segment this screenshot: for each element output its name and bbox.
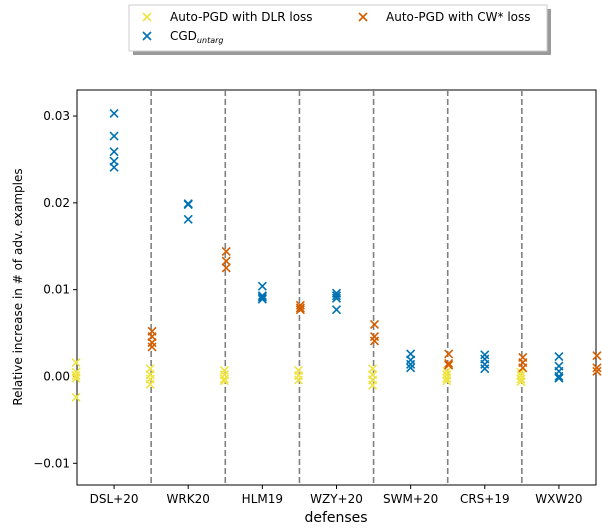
data-point [442, 373, 452, 383]
data-point [221, 246, 231, 257]
data-point [406, 363, 416, 373]
data-point [444, 360, 454, 370]
x-axis-label: defenses [304, 510, 367, 526]
data-point [257, 291, 267, 301]
data-point [257, 292, 267, 303]
legend-box [128, 4, 548, 52]
data-point [295, 303, 305, 313]
y-tick-label: −0.01 [33, 456, 70, 470]
data-point [554, 371, 564, 382]
data-point [592, 351, 602, 361]
data-point [71, 373, 81, 383]
legend-label-cgd-subscript: untarg [197, 36, 224, 45]
x-tick-label: WXW20 [535, 492, 582, 506]
data-point [221, 256, 231, 266]
data-point [480, 350, 490, 360]
data-point [592, 363, 602, 373]
y-tick-label: 0.02 [43, 196, 70, 210]
data-point [295, 305, 305, 315]
data-point [183, 214, 193, 224]
y-tick-label: 0.03 [43, 109, 70, 123]
y-tick-label: 0.01 [43, 283, 70, 297]
data-point [331, 293, 342, 303]
legend-label-apgd-cw: Auto-PGD with CW* loss [386, 10, 531, 24]
y-tick-label: 0.00 [43, 369, 70, 383]
data-point [331, 291, 342, 301]
data-point [554, 373, 564, 383]
data-point [221, 263, 231, 273]
data-point [145, 379, 155, 389]
x-tick-label: DSL+20 [90, 492, 139, 506]
data-point [71, 392, 81, 402]
legend-label-apgd-dlr: Auto-PGD with DLR loss [170, 10, 313, 24]
data-point [592, 366, 602, 376]
data-point [71, 358, 81, 368]
data-point [219, 376, 229, 386]
legend-marker-apgd-dlr [142, 12, 152, 22]
x-tick-label: CRS+19 [460, 492, 510, 506]
data-point [293, 371, 304, 381]
data-point [444, 349, 454, 359]
x-axis: DSL+20 WRK20 HLM19 WZY+20 SWM+20 CRS+19 WXW20 [90, 485, 583, 506]
data-point [183, 200, 193, 210]
data-point [554, 351, 564, 362]
y-axis-label: Relative increase in # of adv. examples [11, 168, 25, 405]
data-point [442, 376, 452, 386]
data-point [406, 355, 416, 365]
data-points [71, 108, 602, 402]
data-point [109, 147, 119, 157]
data-point [331, 305, 342, 315]
data-point [480, 364, 490, 374]
data-point [219, 365, 229, 375]
data-point [369, 319, 380, 329]
data-point [145, 370, 155, 380]
data-point [71, 371, 81, 381]
data-point [368, 380, 378, 390]
data-point [516, 374, 526, 384]
legend-label-cgd-main: CGD [170, 29, 197, 43]
data-point [369, 336, 380, 346]
data-point [109, 108, 119, 119]
plot-frame [76, 89, 597, 486]
data-point [109, 131, 119, 141]
y-axis: −0.01 0.00 0.01 0.02 0.03 [33, 109, 77, 470]
x-tick-label: WRK20 [167, 492, 210, 506]
x-tick-label: WZY+20 [310, 492, 363, 506]
data-point [518, 363, 528, 373]
x-tick-label: HLM19 [242, 492, 283, 506]
legend: Auto-PGD with DLR loss CGDuntarg Auto-PG… [128, 4, 551, 55]
data-point [109, 162, 119, 172]
data-point [406, 359, 416, 369]
legend-label-cgd: CGDuntarg [170, 29, 223, 45]
data-point [257, 281, 267, 291]
data-point [147, 342, 157, 352]
category-separators [150, 90, 523, 485]
data-point [219, 374, 229, 384]
data-point [257, 294, 267, 304]
data-point [480, 359, 490, 369]
data-point [293, 375, 304, 385]
x-tick-label: SWM+20 [383, 492, 438, 506]
data-point [369, 331, 380, 342]
data-point [516, 377, 526, 387]
legend-marker-apgd-cw [358, 12, 368, 22]
data-point [147, 338, 157, 348]
data-point [444, 358, 454, 369]
legend-marker-cgd [142, 31, 152, 41]
